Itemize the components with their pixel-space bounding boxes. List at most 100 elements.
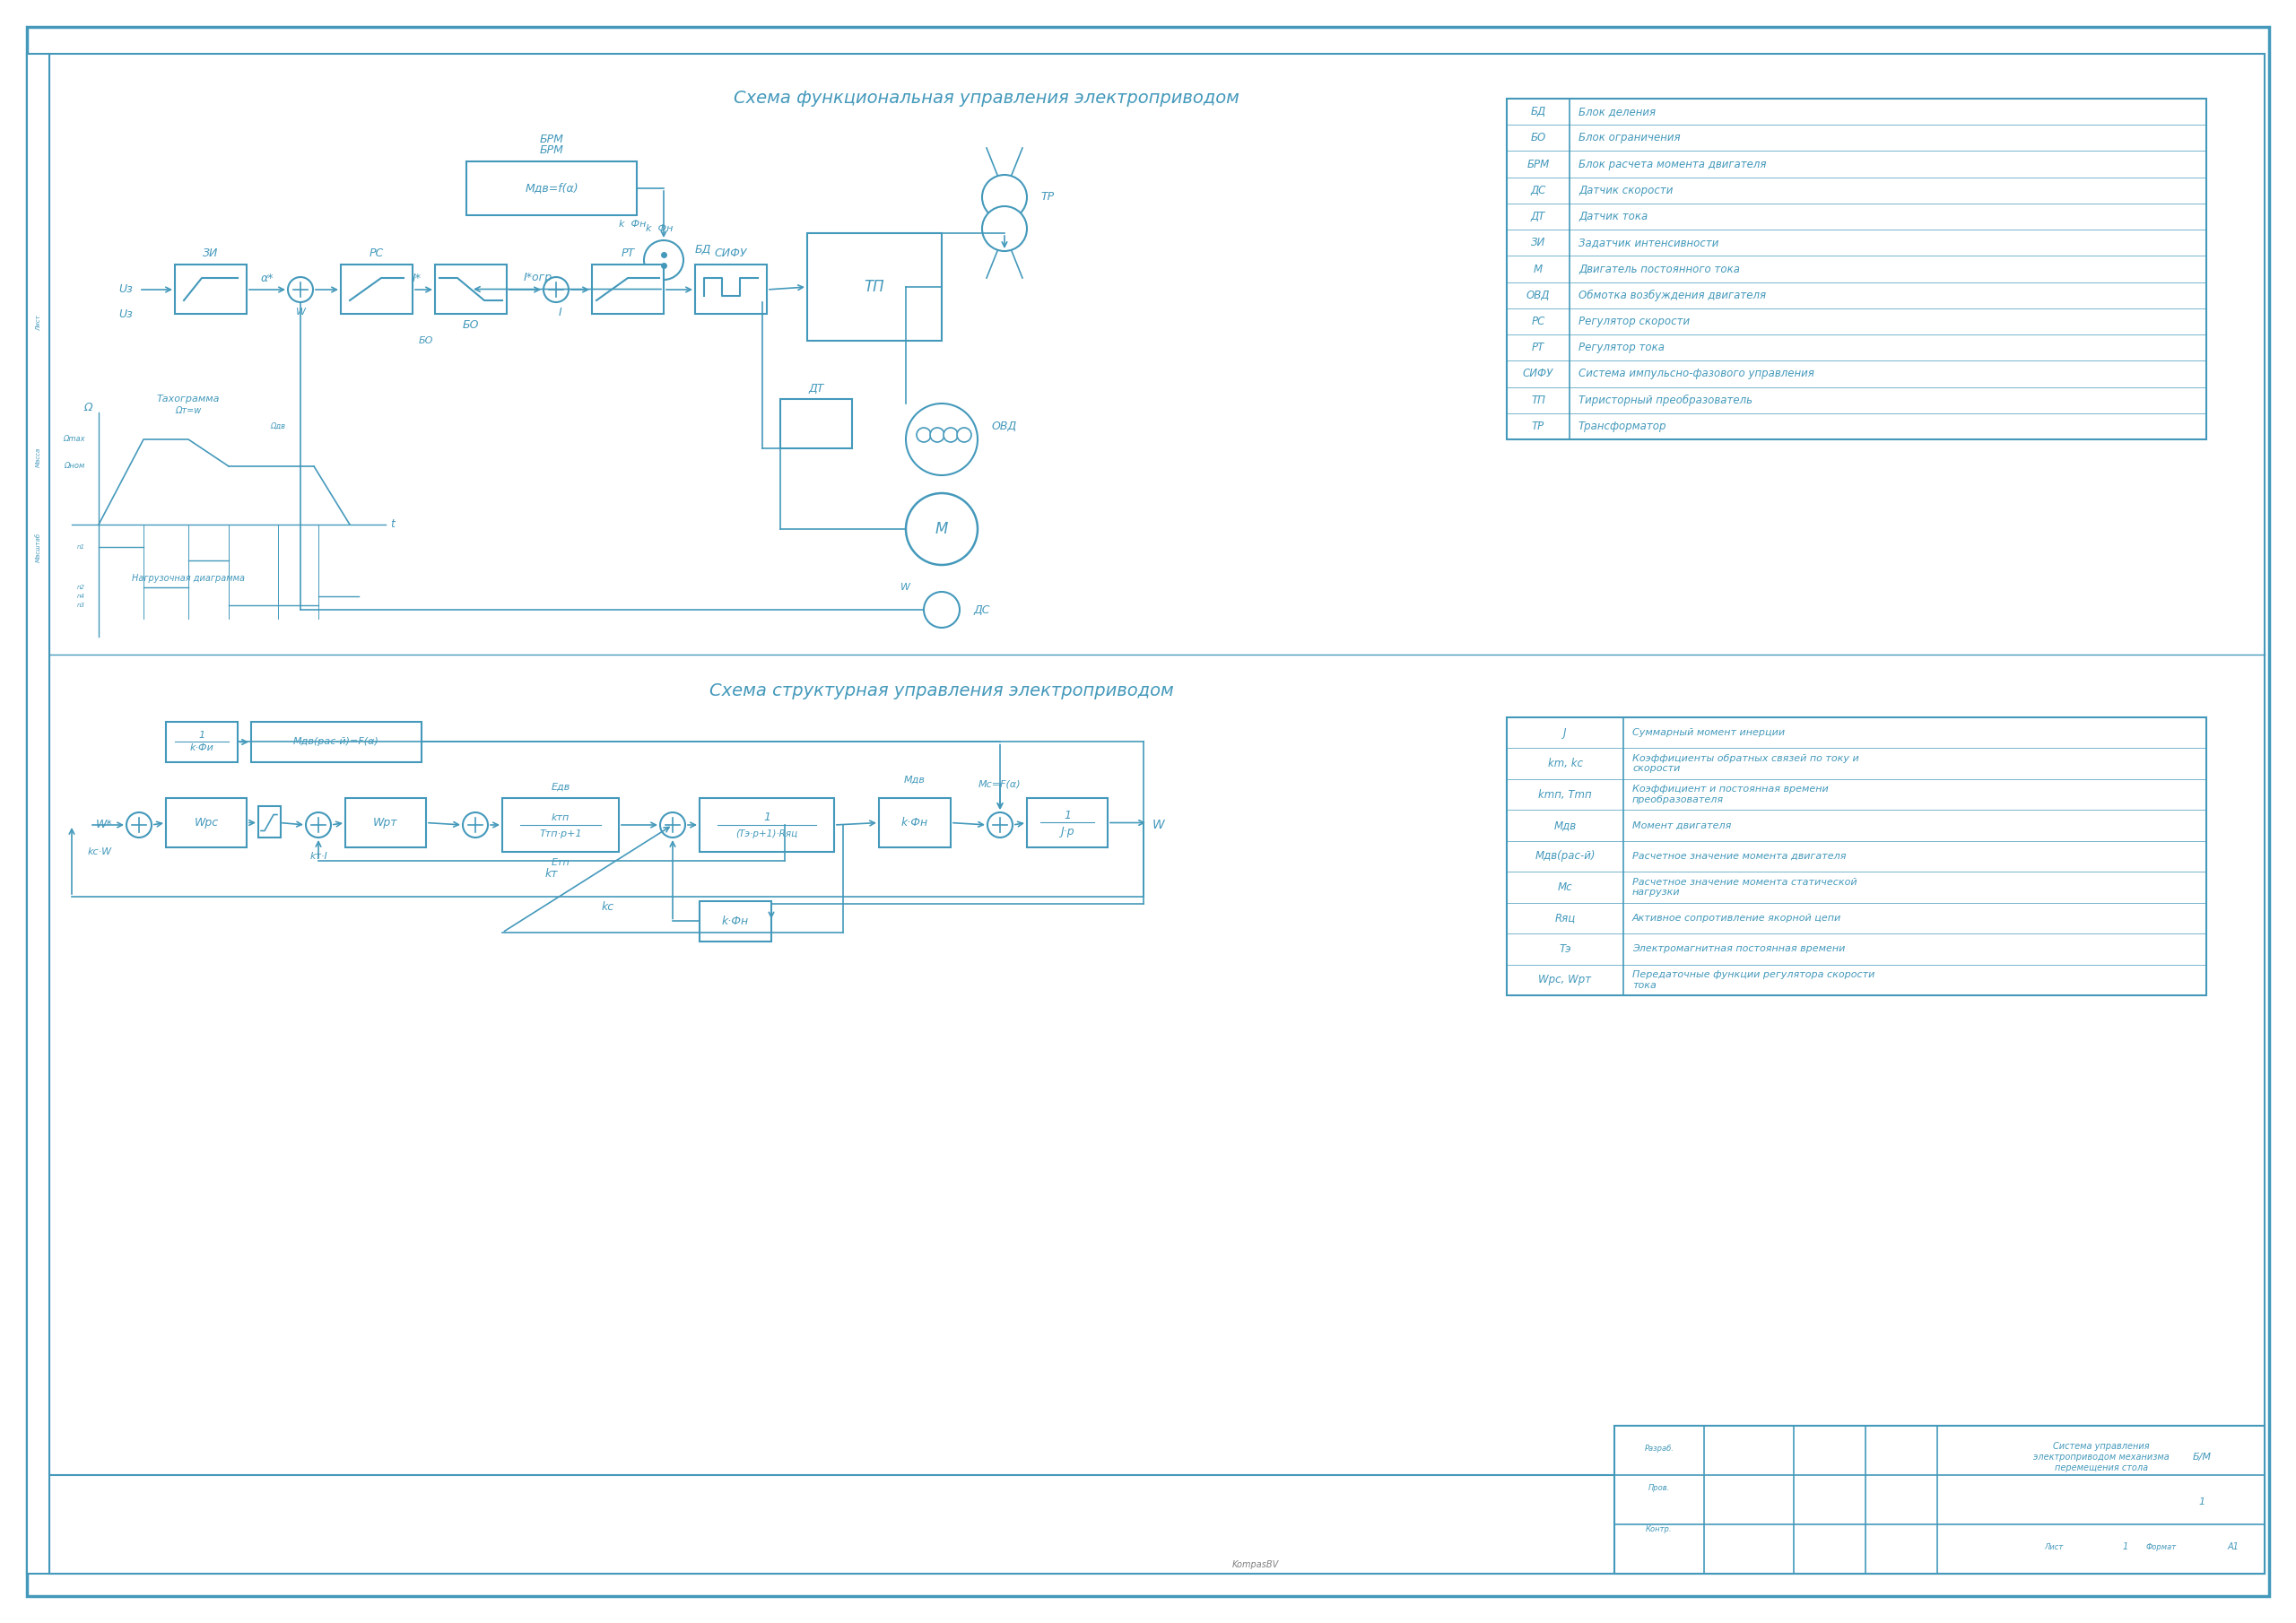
Circle shape [944,428,957,441]
Text: Wрт: Wрт [374,816,397,828]
Text: n1: n1 [78,544,85,550]
Text: Датчик тока: Датчик тока [1580,211,1649,222]
Text: Ωдв: Ωдв [271,422,285,430]
Text: М: М [1534,263,1543,274]
Circle shape [907,404,978,476]
Text: ТП: ТП [1531,394,1545,406]
Circle shape [957,428,971,441]
Bar [165,722,239,763]
Text: I*огр: I*огр [523,273,553,284]
Text: М: М [934,521,948,537]
Text: Мс: Мс [1557,881,1573,893]
Text: Uз: Uз [119,284,133,295]
Bar [696,265,767,313]
Circle shape [464,813,489,837]
Text: k  Фн: k Фн [645,224,673,234]
Text: KompasBV: KompasBV [1233,1560,1279,1569]
Text: ОВД: ОВД [1527,289,1550,300]
Text: km, kc: km, kc [1548,758,1582,769]
Text: Тиристорный преобразователь: Тиристорный преобразователь [1580,394,1752,406]
Text: Формат: Формат [2147,1543,2177,1552]
Text: БРМ: БРМ [540,144,563,156]
Text: Контр.: Контр. [1646,1526,1671,1532]
Bar [781,399,852,448]
Circle shape [126,813,152,837]
Text: Расчетное значение момента статической
нагрузки: Расчетное значение момента статической н… [1632,878,1857,898]
Circle shape [987,813,1013,837]
Text: W: W [296,308,305,316]
Text: Ωном: Ωном [64,463,85,471]
Text: БД: БД [696,243,712,255]
Text: kс: kс [602,902,613,914]
Text: Расчетное значение момента двигателя: Расчетное значение момента двигателя [1632,852,1846,860]
Text: Регулятор тока: Регулятор тока [1580,342,1665,354]
Bar [808,234,941,341]
Text: Передаточные функции регулятора скорости
тока: Передаточные функции регулятора скорости… [1632,971,1876,990]
Text: k·Фн: k·Фн [902,816,928,828]
Text: I: I [558,307,563,318]
Text: БРМ: БРМ [540,135,563,146]
Text: kт: kт [544,868,558,880]
Text: Ωт=w: Ωт=w [174,406,202,415]
Text: СИФУ: СИФУ [1522,368,1554,380]
Text: ЗИ: ЗИ [1531,237,1545,248]
Bar [434,265,507,313]
Text: Лист: Лист [2043,1543,2064,1552]
Text: Мдв(рас-й)=F(α): Мдв(рас-й)=F(α) [294,737,379,747]
Text: Блок расчета момента двигателя: Блок расчета момента двигателя [1580,159,1766,170]
Text: 1: 1 [2124,1542,2128,1552]
Text: Трансформатор: Трансформатор [1580,420,1667,432]
Text: РТ: РТ [620,248,634,260]
Text: Ωmax: Ωmax [62,435,85,443]
Text: Тахограмма: Тахограмма [156,394,220,404]
Bar [257,807,280,837]
Text: 1: 1 [762,812,771,823]
Text: Коэффициент и постоянная времени
преобразователя: Коэффициент и постоянная времени преобра… [1632,786,1828,805]
Text: Мдв(рас-й): Мдв(рас-й) [1534,850,1596,862]
Text: Двигатель постоянного тока: Двигатель постоянного тока [1580,263,1740,274]
Text: Ω: Ω [83,403,92,414]
Text: Тэ: Тэ [1559,943,1570,954]
Text: Обмотка возбуждения двигателя: Обмотка возбуждения двигателя [1580,289,1766,302]
Text: n3: n3 [78,602,85,609]
Bar [340,265,413,313]
Circle shape [930,428,944,441]
Bar [700,901,771,941]
Text: Пров.: Пров. [1649,1485,1669,1493]
Text: ЗИ: ЗИ [202,248,218,260]
Bar [174,265,246,313]
Text: БРМ: БРМ [1527,159,1550,170]
Text: Регулятор скорости: Регулятор скорости [1580,315,1690,328]
Text: Блок ограничения: Блок ограничения [1580,131,1681,144]
Text: Мдв: Мдв [1554,820,1577,831]
Text: Нагрузочная диаграмма: Нагрузочная диаграмма [131,575,246,583]
Text: Коэффициенты обратных связей по току и
скорости: Коэффициенты обратных связей по току и с… [1632,755,1860,774]
Bar [1506,717,2206,995]
Text: 1: 1 [2200,1498,2204,1506]
Text: Wрс: Wрс [195,816,218,828]
Text: ДТ: ДТ [808,383,824,394]
Circle shape [305,813,331,837]
Text: k·Фн: k·Фн [721,915,748,927]
Text: (Тэ·p+1)·Rяц: (Тэ·p+1)·Rяц [735,829,799,839]
Circle shape [544,278,569,302]
Text: ДС: ДС [1531,185,1545,196]
Text: t: t [390,519,395,531]
Bar [344,799,427,847]
Text: Лист: Лист [37,315,41,331]
Text: Активное сопротивление якорной цепи: Активное сопротивление якорной цепи [1632,914,1841,922]
Circle shape [287,278,312,302]
Bar [28,54,48,1574]
Text: Uз: Uз [119,308,133,320]
Text: Суммарный момент инерции: Суммарный момент инерции [1632,729,1784,737]
Text: Датчик скорости: Датчик скорости [1580,185,1674,196]
Text: n4: n4 [78,594,85,599]
Text: БО: БО [1531,131,1545,144]
Text: Масса: Масса [37,448,41,467]
Text: Wрс, Wрт: Wрс, Wрт [1538,974,1591,985]
Text: Схема структурная управления электроприводом: Схема структурная управления электроприв… [709,682,1173,700]
Text: Момент двигателя: Момент двигателя [1632,821,1731,829]
Text: РТ: РТ [1531,342,1545,354]
Bar [879,799,951,847]
Text: БО: БО [461,318,480,331]
